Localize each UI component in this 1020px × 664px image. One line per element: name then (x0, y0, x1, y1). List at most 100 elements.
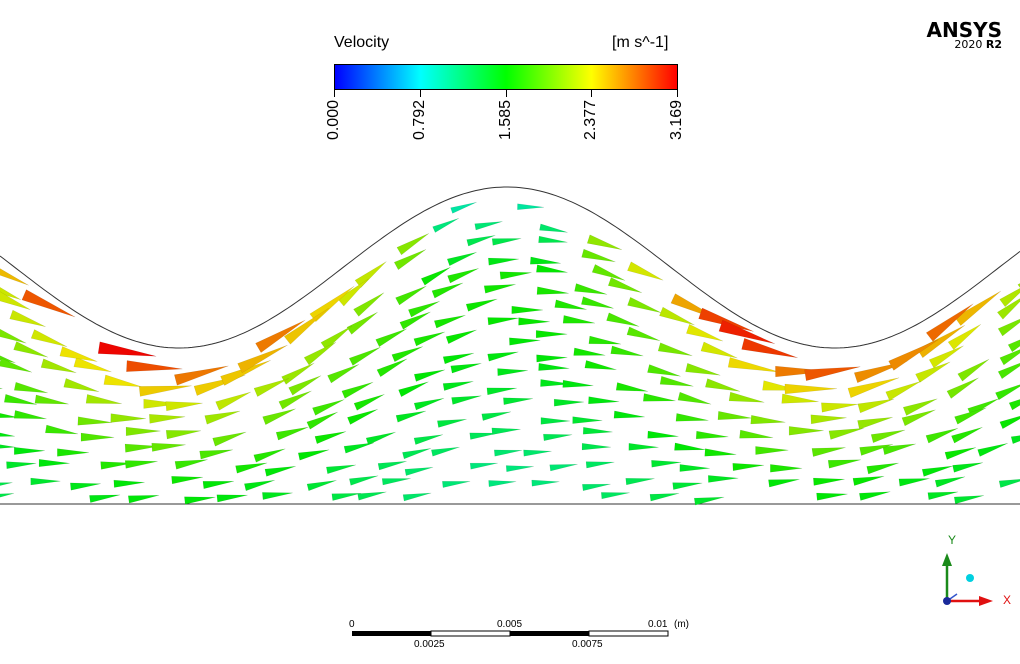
velocity-arrow (999, 349, 1020, 366)
velocity-arrow (543, 433, 573, 442)
velocity-arrow (381, 478, 411, 486)
velocity-arrow (674, 442, 706, 451)
legend-title: Velocity (334, 34, 390, 51)
velocity-arrow (113, 479, 145, 488)
velocity-arrow (572, 416, 603, 424)
velocity-arrow (685, 323, 724, 342)
velocity-arrow (431, 282, 464, 299)
legend-tick (591, 90, 593, 97)
velocity-arrow (6, 461, 37, 469)
velocity-arrow (672, 482, 703, 490)
velocity-arrow (253, 378, 289, 397)
velocity-arrow (253, 448, 286, 463)
velocity-arrow (755, 446, 789, 455)
velocity-arrow (517, 203, 545, 210)
velocity-arrow (34, 394, 69, 405)
legend-tick (505, 90, 507, 97)
y-axis-label: Y (948, 533, 957, 547)
velocity-arrow (536, 286, 569, 295)
velocity-arrow (450, 201, 477, 214)
velocity-arrow (3, 393, 37, 405)
velocity-arrow (882, 443, 916, 456)
velocity-arrow (174, 459, 208, 470)
scale-segment (510, 631, 589, 636)
velocity-arrow (915, 361, 951, 383)
velocity-arrow (288, 375, 322, 396)
legend-tick (677, 90, 678, 97)
velocity-arrow (488, 480, 517, 487)
velocity-arrow (413, 331, 446, 347)
velocity-arrow (442, 481, 471, 488)
velocity-arrow (432, 217, 460, 233)
velocity-arrow (535, 330, 568, 339)
velocity-arrow (0, 387, 3, 389)
velocity-arrow (0, 444, 16, 449)
velocity-arrow (487, 351, 519, 362)
velocity-arrow (529, 256, 561, 265)
velocity-arrow (649, 493, 680, 502)
scale-bar (352, 630, 669, 637)
velocity-arrow (607, 277, 643, 293)
scale-label-bottom: 0.0075 (572, 639, 603, 650)
velocity-arrow (97, 341, 157, 357)
velocity-arrow (165, 430, 202, 440)
velocity-arrow (447, 268, 479, 284)
scale-segment (352, 631, 431, 636)
velocity-arrow (997, 318, 1020, 337)
velocity-arrow (151, 442, 186, 452)
velocity-arrow (539, 223, 568, 233)
velocity-arrow (627, 296, 662, 314)
z-axis-marker (966, 574, 974, 582)
velocity-arrow (625, 478, 655, 486)
velocity-arrow (700, 341, 738, 359)
velocity-arrow (143, 398, 181, 409)
velocity-arrow (469, 462, 498, 470)
velocity-arrow (202, 480, 235, 490)
velocity-arrow (685, 362, 721, 376)
velocity-arrow (536, 264, 568, 273)
velocity-arrow (466, 235, 496, 247)
velocity-arrow (581, 248, 616, 263)
velocity-arrow (499, 271, 532, 280)
velocity-arrow (127, 495, 160, 504)
velocity-arrow (320, 325, 353, 351)
velocity-arrow (451, 395, 482, 405)
velocity-arrow (606, 312, 640, 327)
ansys-logo: ANSYS (926, 18, 1002, 42)
velocity-arrow (445, 329, 477, 345)
velocity-arrow (811, 447, 846, 457)
velocity-arrow (13, 341, 49, 358)
velocity-arrow (395, 410, 427, 423)
velocity-arrow (398, 381, 429, 398)
velocity-arrow (857, 398, 895, 414)
velocity-arrow (928, 345, 964, 369)
velocity-arrow (465, 298, 498, 312)
velocity-arrow (675, 413, 709, 422)
velocity-arrow (1010, 435, 1020, 445)
velocity-arrow (13, 446, 45, 455)
velocity-arrow (957, 358, 990, 382)
velocity-arrow (497, 368, 528, 376)
velocity-arrow (659, 306, 695, 326)
velocity-arrow (30, 477, 61, 486)
velocity-arrow (999, 287, 1020, 308)
velocity-arrow (303, 341, 337, 366)
velocity-arrow (353, 292, 385, 317)
velocity-arrow (768, 479, 800, 488)
velocity-arrow (847, 377, 900, 399)
velocity-arrow (1017, 283, 1020, 288)
velocity-arrow (199, 449, 233, 460)
legend-tick (419, 90, 421, 97)
velocity-arrow (110, 413, 146, 423)
velocity-arrow (540, 417, 571, 425)
velocity-arrow (354, 261, 387, 289)
velocity-arrow (813, 477, 845, 486)
velocity-arrow (718, 319, 776, 345)
velocity-arrow (944, 447, 977, 460)
velocity-arrow (997, 362, 1020, 380)
velocity-arrow (585, 461, 615, 469)
velocity-arrow (283, 307, 329, 345)
velocity-arrow (580, 296, 614, 309)
origin-marker (943, 597, 951, 605)
